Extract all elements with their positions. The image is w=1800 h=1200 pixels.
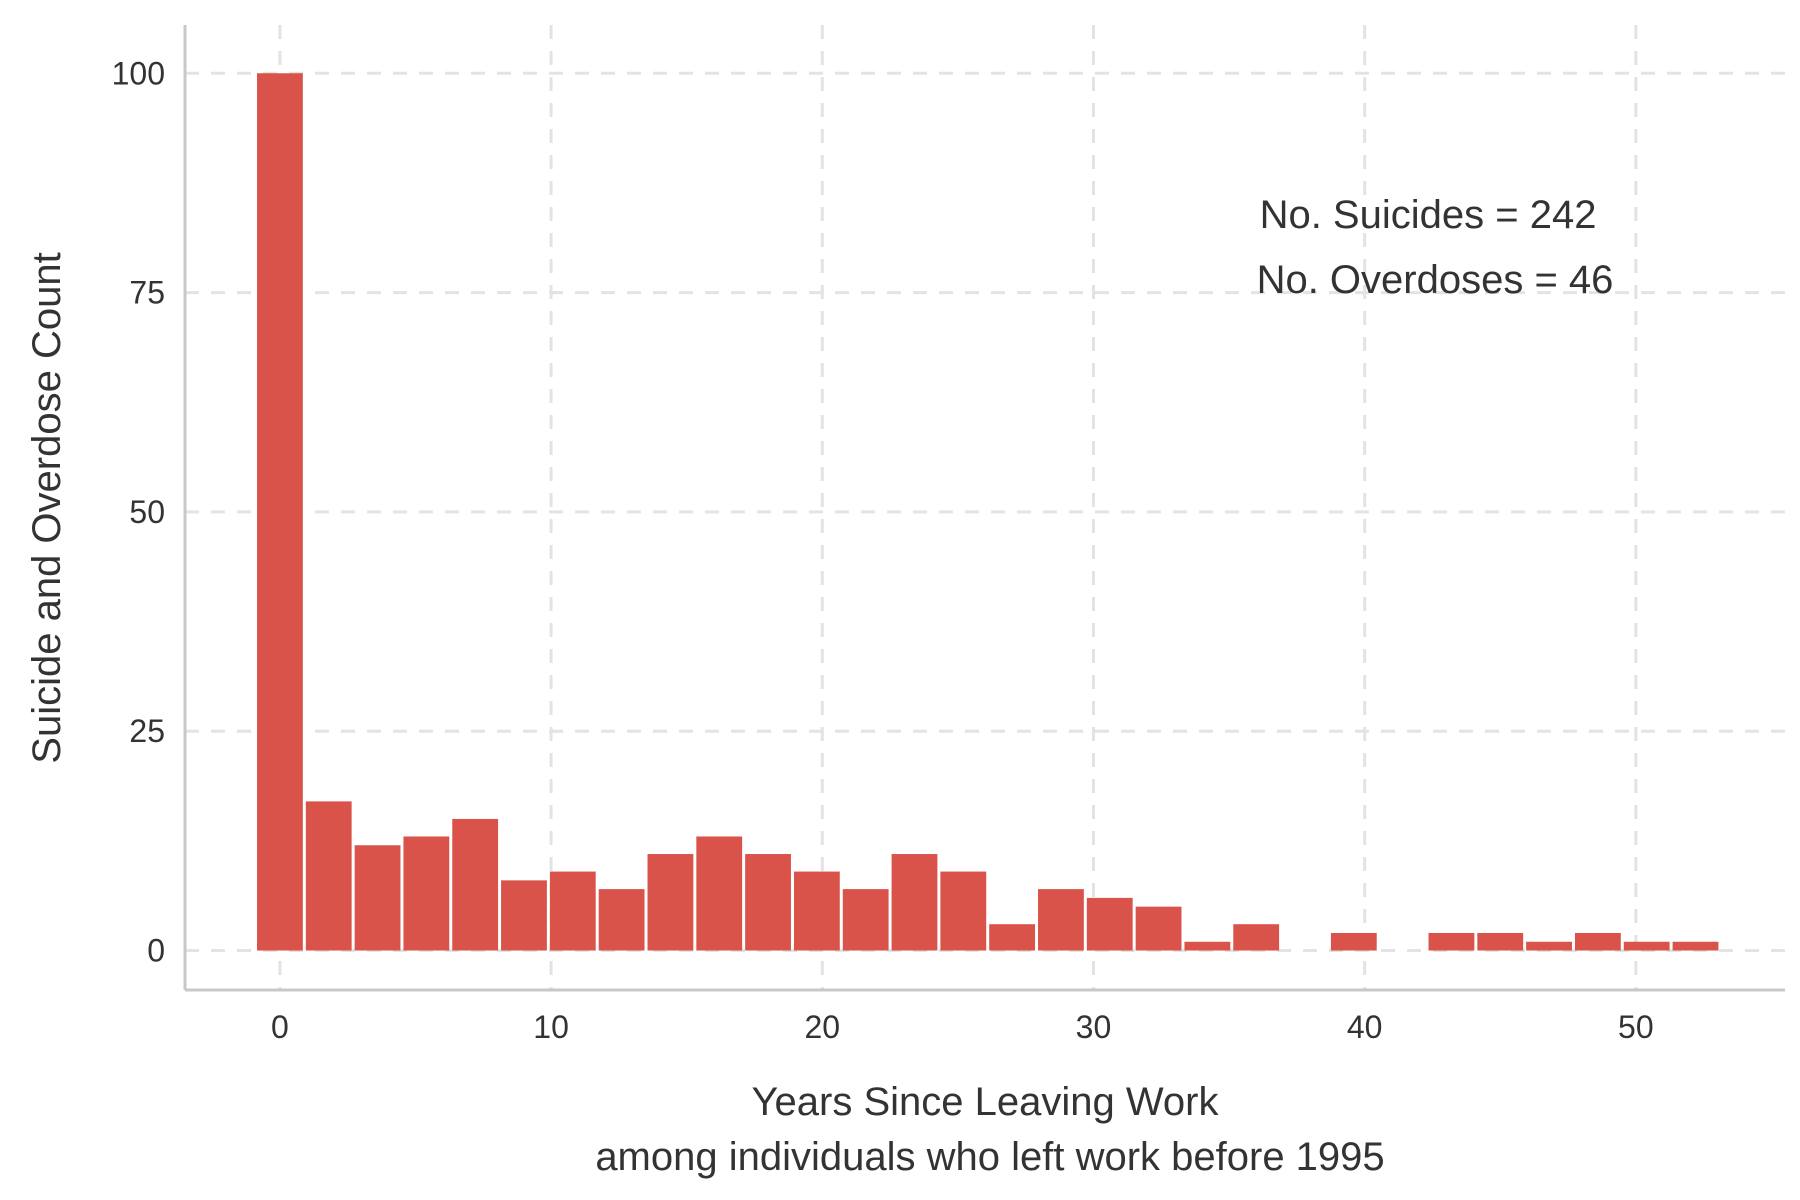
bar xyxy=(1477,932,1524,951)
y-tick-label: 0 xyxy=(147,933,165,969)
annotation-overdoses: No. Overdoses = 46 xyxy=(1257,258,1614,302)
bar xyxy=(1184,941,1231,951)
annotation-suicides: No. Suicides = 242 xyxy=(1260,193,1597,237)
bar xyxy=(1086,897,1133,951)
bar xyxy=(1574,932,1621,951)
bar xyxy=(403,836,450,951)
x-tick-label: 10 xyxy=(533,1009,569,1045)
y-axis-title: Suicide and Overdose Count xyxy=(25,252,69,763)
bar xyxy=(1428,932,1475,951)
bar xyxy=(1330,932,1377,951)
y-tick-label: 50 xyxy=(129,494,165,530)
bar xyxy=(501,880,547,951)
bar xyxy=(1135,906,1182,951)
bar xyxy=(1233,924,1280,951)
bar xyxy=(745,854,791,951)
x-tick-label: 40 xyxy=(1347,1009,1383,1045)
bar xyxy=(305,801,352,951)
y-tick-label: 25 xyxy=(129,713,165,749)
x-tick-label: 20 xyxy=(804,1009,840,1045)
bar xyxy=(793,871,840,951)
bar xyxy=(647,854,694,951)
x-axis-title: Years Since Leaving Work xyxy=(752,1080,1220,1124)
x-tick-label: 0 xyxy=(271,1009,289,1045)
bar xyxy=(452,818,499,951)
bar xyxy=(1623,941,1670,951)
bar xyxy=(598,889,645,951)
grid-layer xyxy=(185,25,1785,990)
y-tick-label: 75 xyxy=(129,275,165,311)
bar xyxy=(696,836,743,951)
axis-layer xyxy=(183,25,1785,992)
bar xyxy=(940,871,987,951)
y-tick-label: 100 xyxy=(112,55,165,91)
x-axis-subtitle: among individuals who left work before 1… xyxy=(595,1135,1384,1179)
bar xyxy=(1038,889,1084,951)
bar xyxy=(1526,941,1572,951)
bar-layer xyxy=(257,73,1719,951)
bar xyxy=(989,924,1036,951)
bar xyxy=(354,845,401,951)
bar xyxy=(842,889,889,951)
x-tick-label: 30 xyxy=(1076,1009,1112,1045)
x-tick-label: 50 xyxy=(1618,1009,1654,1045)
bar xyxy=(1672,941,1719,951)
tick-layer: 0 25 50 75 100 0 10 20 30 40 50 xyxy=(112,55,1654,1045)
bar xyxy=(257,73,303,951)
bar xyxy=(891,854,938,951)
bar xyxy=(549,871,596,951)
